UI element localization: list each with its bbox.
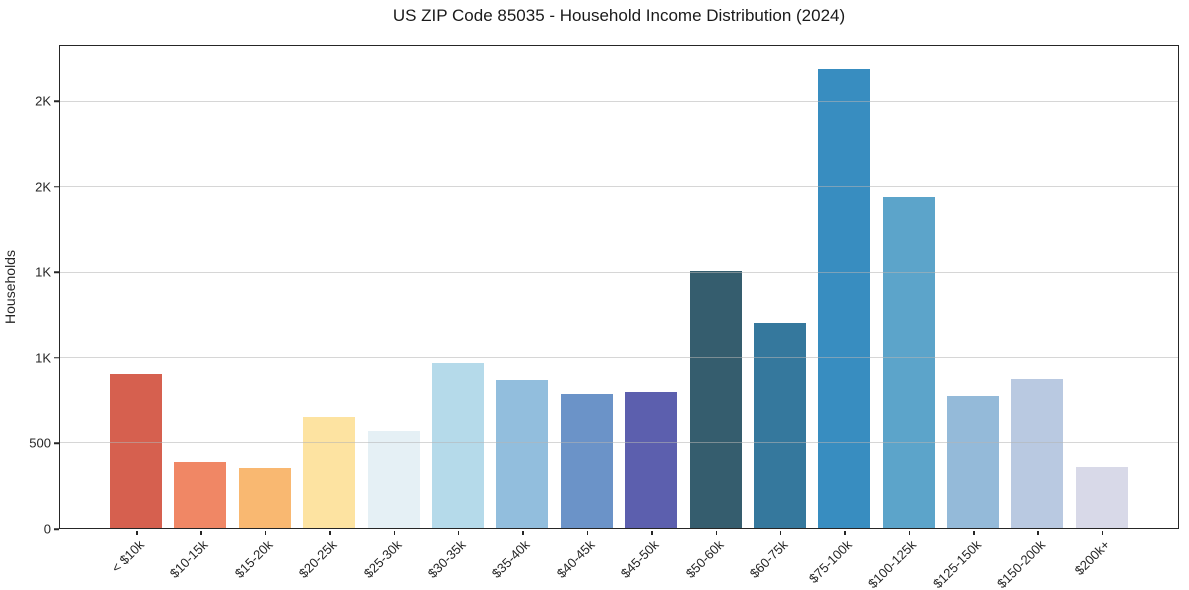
bar-group: $35-40k <box>489 46 549 581</box>
bars-container: < $10k $10-15k $15-20k $20-25k $25-30k $30-35… <box>60 46 1178 590</box>
x-tick-label: $200k+ <box>1071 537 1113 579</box>
x-tick-mark <box>264 530 267 535</box>
bar-group: $30-35k <box>425 46 484 581</box>
x-tick-mark <box>651 530 653 535</box>
x-tick-mark <box>200 530 202 535</box>
bar-group: $200k+ <box>1071 46 1128 578</box>
x-tick-label: $100-125k <box>865 537 920 590</box>
x-tick-mark <box>844 530 846 535</box>
bar-group: $150-200k <box>994 46 1064 590</box>
y-tick-label: 1K <box>35 264 51 280</box>
bar <box>689 270 742 528</box>
y-tick-mark <box>54 186 59 188</box>
x-tick-mark <box>1037 530 1039 535</box>
bar-group: $20-25k <box>296 46 356 581</box>
bar-group: $100-125k <box>865 46 935 590</box>
bar <box>625 391 678 528</box>
x-tick-label: $75-100k <box>805 537 855 586</box>
bar <box>947 396 1000 528</box>
bar-group: $15-20k <box>232 46 291 581</box>
x-tick-label: < $10k <box>108 537 147 576</box>
bar <box>560 394 613 528</box>
bar <box>303 417 356 528</box>
bar <box>496 379 549 528</box>
x-tick-mark <box>973 530 975 535</box>
y-tick-mark <box>54 528 59 530</box>
bar <box>174 461 227 528</box>
bar-group: $25-30k <box>360 46 420 581</box>
bar-group: $50-60k <box>682 46 742 581</box>
bar <box>818 69 871 528</box>
x-tick-label: $15-20k <box>231 537 276 581</box>
x-tick-mark <box>779 530 782 535</box>
x-tick-label: $35-40k <box>489 537 533 581</box>
x-tick-mark <box>136 530 138 535</box>
bar <box>110 373 162 528</box>
y-tick-label: 2K <box>35 179 51 195</box>
x-tick-label: $50-60k <box>682 537 727 581</box>
bar-group: $40-45k <box>554 46 613 581</box>
bar-group: $125-150k <box>930 46 1000 590</box>
y-axis-label: Households <box>2 250 18 324</box>
x-tick-mark <box>457 530 460 535</box>
bar-group: $45-50k <box>618 46 678 581</box>
bar <box>1075 466 1128 528</box>
y-tick-label: 0 <box>43 521 51 537</box>
bar <box>1011 378 1064 528</box>
x-tick-label: $60-75k <box>746 537 791 581</box>
x-tick-label: $125-150k <box>929 537 984 590</box>
x-tick-label: $150-200k <box>994 537 1049 590</box>
plot-area: < $10k $10-15k $15-20k $20-25k $25-30k $30-35… <box>59 45 1179 590</box>
bar-group: < $10k <box>108 46 162 575</box>
x-tick-mark <box>586 530 589 535</box>
x-tick-mark <box>715 530 718 535</box>
bar-group: $60-75k <box>747 46 806 581</box>
x-tick-label: $45-50k <box>617 537 662 581</box>
x-tick-mark <box>908 530 911 535</box>
y-tick-label: 500 <box>29 435 51 451</box>
y-tick-mark <box>54 100 59 103</box>
bar <box>367 430 420 528</box>
x-tick-mark <box>329 530 331 535</box>
bar <box>882 196 935 528</box>
x-tick-mark <box>393 530 396 535</box>
x-tick-label: $20-25k <box>295 537 340 581</box>
bar-group: $10-15k <box>167 46 227 581</box>
bar <box>238 467 291 528</box>
x-tick-label: $10-15k <box>167 537 211 581</box>
y-tick-mark <box>54 271 59 274</box>
bar-group: $75-100k <box>806 46 871 586</box>
x-tick-label: $25-30k <box>360 537 405 581</box>
x-tick-label: $30-35k <box>424 537 469 581</box>
bar <box>431 362 484 528</box>
y-tick-label: 2K <box>35 93 51 109</box>
y-tick-mark <box>54 442 59 445</box>
chart-title: US ZIP Code 85035 - Household Income Dis… <box>392 6 846 25</box>
y-tick-mark <box>54 357 59 359</box>
y-tick-label: 1K <box>35 350 51 366</box>
bar <box>753 322 806 528</box>
x-tick-label: $40-45k <box>553 537 598 581</box>
x-tick-mark <box>1101 530 1104 535</box>
x-tick-mark <box>522 530 524 535</box>
